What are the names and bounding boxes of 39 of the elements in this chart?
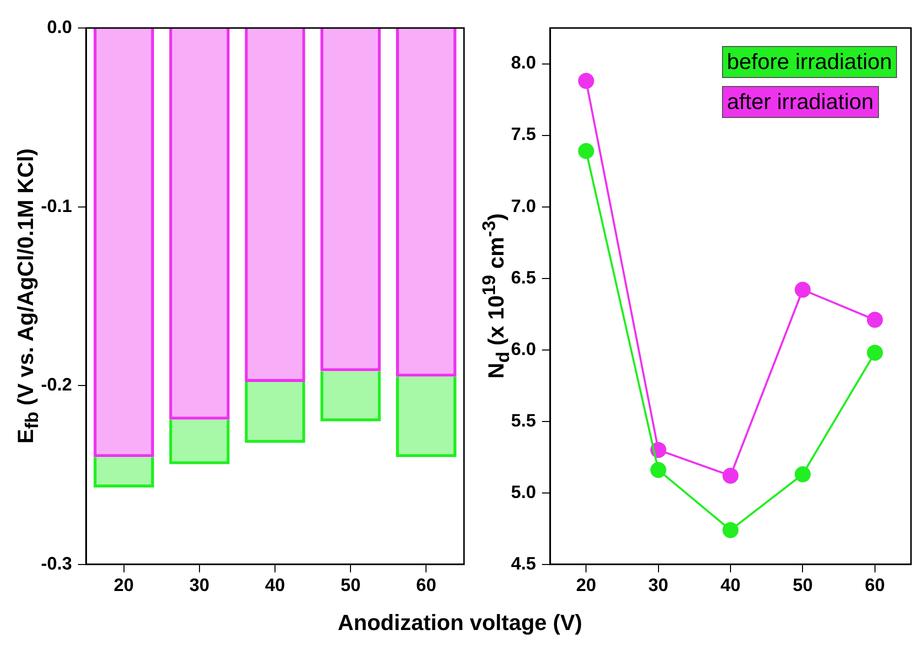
point bbox=[578, 72, 594, 89]
x-axis-title: Anodization voltage (V) bbox=[338, 610, 582, 636]
point bbox=[794, 282, 811, 298]
x-tick-label: 20 bbox=[114, 575, 134, 596]
y-tick-label: 6.0 bbox=[510, 338, 536, 359]
text: after irradiation bbox=[722, 86, 879, 118]
y-tick-label: 5.5 bbox=[510, 410, 536, 430]
y-tick-label: 7.0 bbox=[510, 196, 536, 216]
bar bbox=[320, 371, 381, 422]
x-tick-label: 30 bbox=[189, 575, 210, 596]
x-tick-label: 60 bbox=[416, 575, 436, 596]
point bbox=[722, 522, 739, 538]
y-tick-label: 5.0 bbox=[510, 482, 536, 502]
bar bbox=[396, 376, 456, 458]
x-tick-label: 40 bbox=[264, 575, 286, 596]
y-tick-label: 0.0 bbox=[46, 16, 72, 37]
x-tick-label: 20 bbox=[576, 575, 596, 596]
bar bbox=[169, 420, 230, 464]
point bbox=[578, 143, 594, 160]
text: before irradiation bbox=[722, 46, 897, 78]
x-tick-label: 60 bbox=[864, 575, 885, 596]
y-tick-label: -0.1 bbox=[40, 196, 72, 216]
y-tick-label: 8.0 bbox=[510, 52, 536, 73]
y-tick-label: 4.5 bbox=[510, 553, 536, 574]
y-tick-label: 7.5 bbox=[510, 124, 536, 144]
x-tick-label: 30 bbox=[648, 575, 668, 596]
point bbox=[866, 312, 883, 328]
point bbox=[722, 468, 739, 484]
y-tick-label: -0.3 bbox=[40, 553, 72, 574]
point bbox=[866, 344, 883, 361]
y-tick-label: 6.5 bbox=[510, 267, 536, 288]
x-tick-label: 50 bbox=[792, 575, 813, 596]
x-tick-label: 40 bbox=[720, 575, 741, 596]
point bbox=[650, 462, 666, 478]
bar bbox=[94, 457, 154, 488]
point bbox=[794, 466, 811, 482]
y-tick-label: -0.2 bbox=[40, 374, 72, 395]
bar bbox=[244, 382, 306, 443]
x-tick-label: 50 bbox=[340, 575, 361, 596]
